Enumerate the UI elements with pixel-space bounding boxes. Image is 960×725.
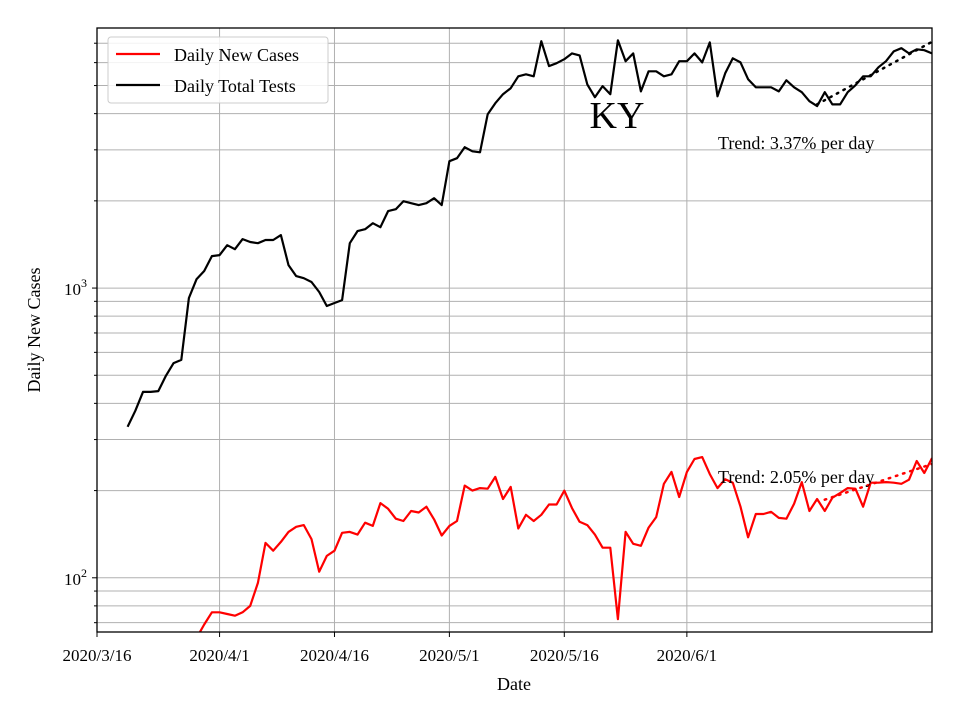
legend: Daily New Cases Daily Total Tests xyxy=(107,36,329,104)
series-line-daily-total-tests xyxy=(126,39,932,428)
x-tick-label: 2020/5/1 xyxy=(419,646,479,665)
x-tick-label: 2020/6/1 xyxy=(657,646,717,665)
trend-label-cases: Trend: 2.05% per day xyxy=(718,467,874,487)
y-tick-label: 103 xyxy=(64,276,87,299)
chart-title: KY xyxy=(590,95,645,137)
x-tick-label: 2020/3/16 xyxy=(63,646,132,665)
series-layer xyxy=(126,39,932,632)
x-tick-label: 2020/4/1 xyxy=(189,646,249,665)
ticks: 102 103 2020/3/16 2020/4/1 2020/4/16 2020/5/1… xyxy=(63,42,717,665)
trend-line-tests xyxy=(815,40,932,106)
legend-box xyxy=(107,36,329,104)
grid xyxy=(96,28,932,632)
y-tick-label: 102 xyxy=(64,566,87,589)
legend-label-cases: Daily New Cases xyxy=(174,45,299,65)
x-tick-label: 2020/5/16 xyxy=(530,646,599,665)
series-line-daily-new-cases xyxy=(198,456,932,632)
x-tick-label: 2020/4/16 xyxy=(300,646,369,665)
y-axis-label: Daily New Cases xyxy=(24,268,44,393)
x-axis-label: Date xyxy=(497,674,531,694)
plot-frame xyxy=(96,27,933,633)
legend-label-tests: Daily Total Tests xyxy=(174,76,296,96)
trend-label-tests: Trend: 3.37% per day xyxy=(718,133,874,153)
